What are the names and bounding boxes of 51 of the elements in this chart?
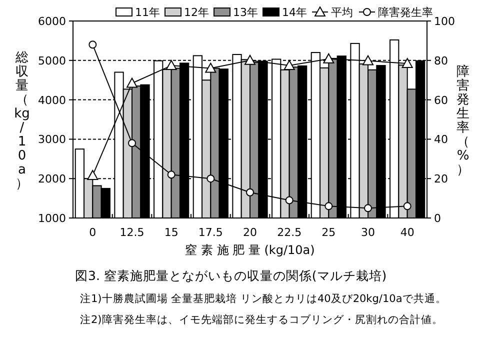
y-tick-label: 6000 — [38, 15, 66, 28]
point — [166, 60, 177, 70]
point — [244, 54, 256, 65]
x-tick-label: 30 — [361, 226, 375, 239]
point — [88, 40, 97, 49]
text: 総収量（kg/10a） — [14, 50, 30, 192]
y-tick-label: 3000 — [38, 133, 66, 146]
x-tick-label: 40 — [400, 226, 414, 239]
y-tick-label: 4000 — [38, 94, 66, 107]
point — [403, 202, 412, 210]
y2-tick-label: 60 — [434, 94, 448, 107]
x-axis-title: 窒 素 施 肥 量 (kg/10a) — [185, 243, 315, 257]
x-tick-label: 15 — [164, 226, 178, 239]
y-tick-label: 2000 — [38, 172, 66, 186]
legend-label: 障害発生率 — [378, 6, 433, 19]
point — [167, 170, 176, 179]
point — [205, 62, 216, 73]
point — [362, 55, 374, 66]
point — [324, 202, 333, 210]
point — [285, 196, 294, 204]
point — [87, 170, 98, 180]
point — [323, 53, 334, 64]
point — [402, 58, 413, 68]
x-tick-label: 12.5 — [120, 226, 144, 239]
x-tick-label: 22.5 — [277, 226, 302, 239]
point — [126, 78, 138, 88]
y2-tick-label: 0 — [434, 212, 441, 225]
point — [246, 188, 254, 196]
y-tick-label: 5000 — [38, 54, 66, 68]
legend-label: 平均 — [331, 6, 353, 19]
y2-tick-label: 80 — [434, 54, 448, 68]
legend-label: 12年 — [184, 6, 209, 19]
y2-tick-label: 100 — [434, 15, 455, 28]
x-tick-label: 17.5 — [198, 226, 223, 239]
point — [364, 204, 372, 212]
x-tick-label: 25 — [322, 226, 336, 239]
y2-tick-label: 20 — [434, 172, 448, 186]
point — [284, 60, 295, 70]
y-tick-label: 1000 — [38, 212, 66, 225]
x-tick-label: 0 — [89, 226, 96, 239]
point — [128, 139, 136, 148]
legend-label: 13年 — [233, 6, 258, 19]
y2-tick-label: 40 — [434, 133, 448, 146]
text: 図3. 窒素施肥量とながいもの収量の関係(マルチ栽培) — [75, 268, 387, 283]
legend-label: 11年 — [135, 6, 160, 19]
x-tick-label: 20 — [243, 226, 257, 239]
text: 注1)十勝農試圃場 全量基肥栽培 リン酸とカリは40及び20kg/10aで共通。 — [80, 292, 446, 305]
y2-axis-title: 障害発生率（%） — [456, 64, 470, 178]
point — [206, 174, 215, 183]
text: 注2)障害発生率は、イモ先端部に発生するコブリング・尻割れの合計値。 — [80, 313, 443, 326]
legend-label: 14年 — [282, 6, 307, 19]
